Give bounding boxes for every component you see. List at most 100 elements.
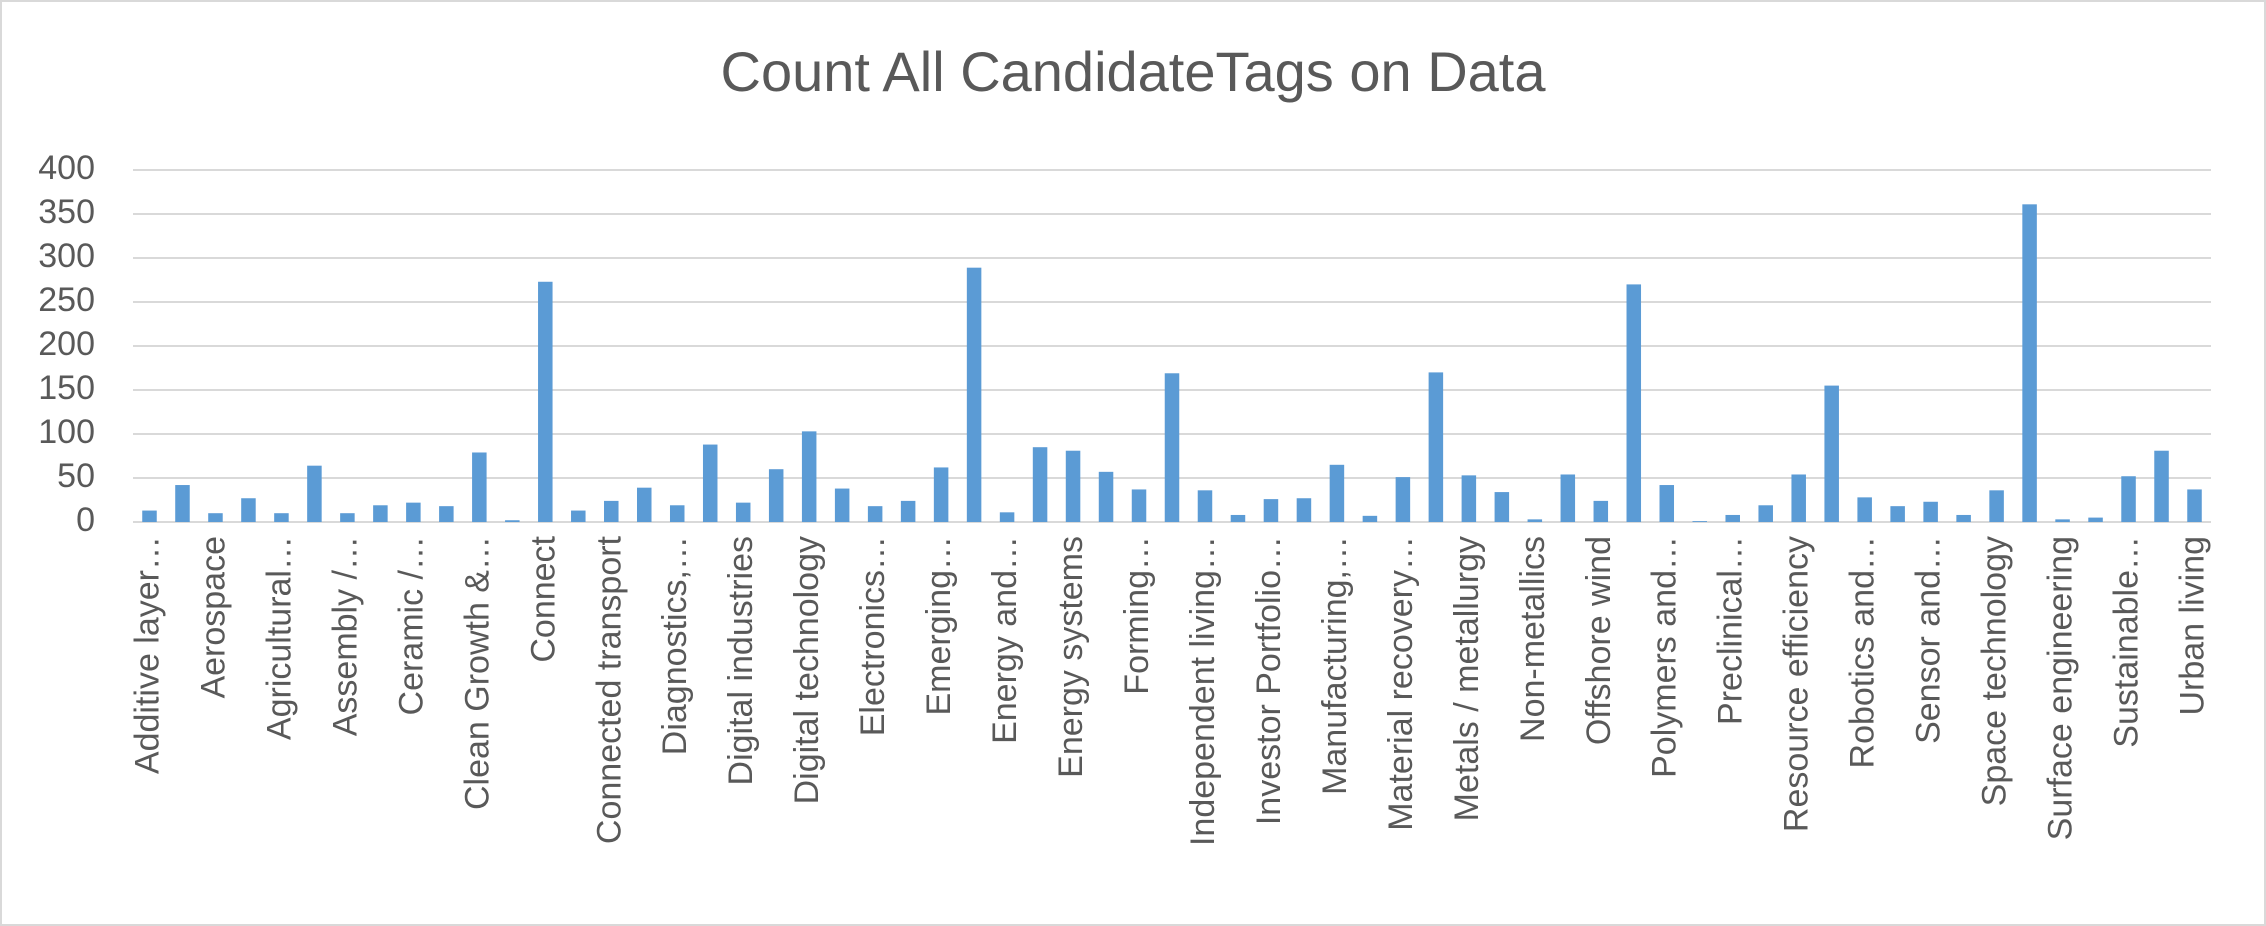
- bar: [604, 500, 619, 522]
- bar: [1527, 519, 1543, 522]
- x-tick-label: Forming…: [1118, 536, 1156, 695]
- bar: [768, 469, 784, 522]
- x-tick-label: Space technology: [1976, 536, 2014, 806]
- x-tick-label: Additive layer…: [128, 536, 166, 774]
- x-tick-label: Offshore wind: [1580, 536, 1618, 745]
- bar: [1692, 521, 1708, 522]
- bar: [208, 513, 223, 522]
- bar: [933, 467, 949, 522]
- x-tick-label: Non-metallics: [1514, 536, 1552, 742]
- x-tick-label: Agricultural…: [260, 536, 298, 740]
- y-tick-label: 150: [38, 369, 95, 407]
- bar: [340, 513, 355, 522]
- bar: [2154, 450, 2169, 522]
- bar: [735, 502, 751, 522]
- x-tick-label: Urban living: [2173, 536, 2211, 716]
- bar: [999, 512, 1015, 522]
- bar: [1890, 506, 1905, 522]
- y-tick-label: 0: [76, 501, 95, 539]
- x-tick-label: Aerospace: [194, 536, 232, 699]
- x-tick-label: Sustainable…: [2108, 536, 2146, 748]
- bar: [702, 444, 718, 522]
- bar: [406, 502, 421, 522]
- bar: [1164, 373, 1180, 522]
- bar: [1296, 498, 1312, 522]
- bar: [867, 506, 883, 522]
- bar: [1065, 450, 1081, 522]
- y-tick-label: 200: [38, 325, 95, 363]
- bar: [274, 513, 289, 522]
- bar: [1098, 471, 1114, 522]
- y-tick-label: 400: [38, 149, 95, 187]
- bar: [2022, 204, 2037, 522]
- y-tick-label: 50: [57, 457, 95, 495]
- x-tick-label: Independent living…: [1184, 536, 1222, 846]
- x-tick-label: Manufacturing,…: [1316, 536, 1354, 795]
- bar: [505, 520, 520, 522]
- bar: [1131, 489, 1147, 522]
- bar: [1263, 499, 1279, 522]
- bar: [175, 485, 190, 522]
- x-tick-label: Energy systems: [1052, 536, 1090, 778]
- x-tick-label: Clean Growth &…: [458, 536, 496, 810]
- bar: [538, 281, 553, 522]
- bar: [142, 510, 157, 522]
- x-tick-label: Diagnostics,…: [656, 536, 694, 755]
- bar: [472, 452, 487, 522]
- bar: [900, 500, 916, 522]
- bar: [1329, 464, 1345, 522]
- x-tick-label: Electronics…: [854, 536, 892, 736]
- bar: [1428, 372, 1444, 522]
- bar: [1824, 385, 1839, 522]
- x-tick-label: Digital industries: [722, 536, 760, 785]
- bar: [801, 431, 817, 522]
- bar: [1032, 447, 1048, 522]
- bar: [834, 488, 850, 522]
- bar: [2121, 476, 2136, 522]
- bar: [636, 487, 652, 522]
- bar: [439, 506, 454, 522]
- bar: [966, 267, 982, 522]
- x-tick-label: Assembly /…: [326, 536, 364, 736]
- bar: [1725, 514, 1740, 522]
- bar: [1989, 490, 2004, 522]
- bar: [1230, 514, 1246, 522]
- y-tick-label: 250: [38, 281, 95, 319]
- bar: [373, 505, 388, 522]
- x-tick-label: Polymers and…: [1646, 536, 1684, 778]
- bar: [1593, 500, 1609, 522]
- x-tick-label: Surface engineering: [2042, 536, 2080, 840]
- bar: [1758, 505, 1773, 522]
- x-tick-label: Preclinical…: [1712, 536, 1750, 725]
- bar: [1461, 475, 1477, 522]
- bar: [1857, 497, 1872, 522]
- x-tick-label: Connected transport: [590, 535, 628, 844]
- bar: [307, 465, 322, 522]
- x-tick-label: Sensor and…: [1910, 536, 1948, 744]
- x-tick-label: Emerging…: [920, 536, 958, 716]
- x-tick-label: Connect: [524, 535, 562, 662]
- x-tick-label: Energy and…: [986, 536, 1024, 744]
- bar: [2088, 517, 2103, 522]
- x-tick-label: Metals / metallurgy: [1448, 536, 1486, 821]
- x-tick-label: Robotics and…: [1844, 536, 1882, 768]
- bar: [1362, 515, 1378, 522]
- x-tick-label: Digital technology: [788, 536, 826, 804]
- x-tick-label: Ceramic /…: [392, 536, 430, 715]
- x-tick-label: Investor Portfolio…: [1250, 536, 1288, 825]
- bar: [571, 510, 586, 522]
- bar: [2055, 519, 2070, 522]
- x-tick-label: Material recovery…: [1382, 536, 1420, 831]
- bar: [241, 498, 256, 522]
- bar: [1626, 284, 1642, 522]
- y-tick-label: 300: [38, 237, 95, 275]
- bar: [1659, 485, 1675, 522]
- x-tick-label: Resource efficiency: [1778, 536, 1816, 832]
- chart-title: Count All CandidateTags on Data: [721, 40, 1547, 103]
- bar: [1560, 474, 1576, 522]
- y-tick-label: 100: [38, 413, 95, 451]
- bar: [1395, 477, 1411, 522]
- bar: [1197, 490, 1213, 522]
